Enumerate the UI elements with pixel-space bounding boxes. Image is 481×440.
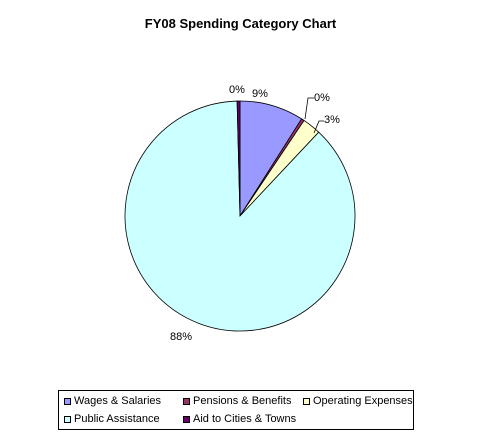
pie-chart: 9% 0% 3% 88% 0% xyxy=(124,84,356,343)
legend-item-public-assistance: Public Assistance xyxy=(64,413,160,425)
data-label-aid-to-cities-and-towns: 0% xyxy=(229,84,245,96)
legend-swatch xyxy=(183,397,190,405)
leader-line-pensions-and-benefits xyxy=(304,97,314,120)
legend-label: Aid to Cities & Towns xyxy=(193,413,297,425)
legend-label: Pensions & Benefits xyxy=(193,395,292,407)
legend-swatch xyxy=(303,397,310,405)
legend-swatch xyxy=(64,397,71,405)
data-label-operating-expenses: 3% xyxy=(324,114,340,126)
pie-slice-aid-to-cities-and-towns xyxy=(236,100,241,217)
legend-swatch xyxy=(64,415,71,423)
legend-label: Operating Expenses xyxy=(313,395,413,407)
legend-swatch xyxy=(183,415,190,423)
pie-slice-public-assistance xyxy=(124,100,356,332)
data-label-wages-and-salaries: 9% xyxy=(252,88,268,100)
legend-label: Public Assistance xyxy=(74,413,160,425)
data-label-pensions-and-benefits: 0% xyxy=(314,92,330,104)
leader-line-operating-expenses xyxy=(313,120,324,134)
data-label-public-assistance: 88% xyxy=(170,331,192,343)
chart-title: FY08 Spending Category Chart xyxy=(144,16,337,31)
legend-item-pensions-and-benefits: Pensions & Benefits xyxy=(183,395,291,407)
legend-item-aid-to-cities-and-towns: Aid to Cities & Towns xyxy=(183,413,296,425)
legend-item-operating-expenses: Operating Expenses xyxy=(303,395,413,407)
legend-item-wages-and-salaries: Wages & Salaries xyxy=(64,395,161,407)
legend-label: Wages & Salaries xyxy=(74,395,162,407)
legend: Wages & Salaries Pensions & Benefits Opera… xyxy=(58,390,414,430)
